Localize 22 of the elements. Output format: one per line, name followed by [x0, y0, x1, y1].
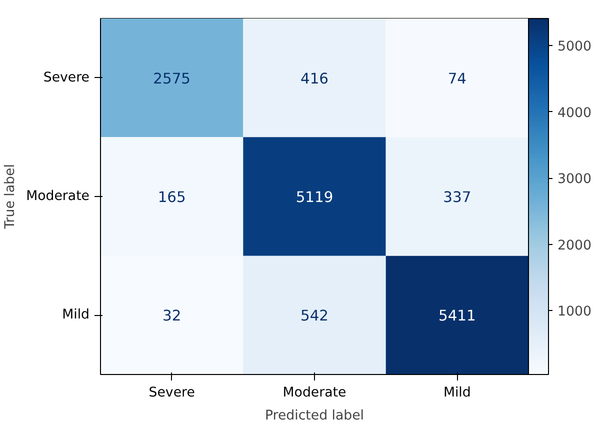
data-label: 416: [300, 70, 328, 88]
y-tick-label: Moderate: [26, 189, 90, 204]
y-tick-label: Mild: [62, 308, 90, 323]
data-label: 2575: [153, 70, 190, 88]
color-bar-label: 4000: [558, 106, 592, 121]
data-label: 337: [443, 189, 472, 206]
data-label: 165: [158, 189, 186, 206]
y-axis-title: True label: [3, 164, 18, 230]
data-label: 542: [300, 308, 328, 325]
data-label: 5411: [438, 308, 476, 325]
x-tick-label: Moderate: [282, 386, 346, 400]
data-label: 74: [448, 70, 466, 88]
color-bar-label: 1000: [558, 304, 592, 320]
y-tick-label: Severe: [43, 70, 90, 86]
data-label: 32: [162, 308, 182, 325]
x-tick-label: Severe: [148, 386, 195, 400]
color-bar-label: 5000: [558, 40, 592, 55]
color-bar-label: 3000: [558, 172, 592, 188]
x-axis-title: Predicted label: [264, 408, 364, 424]
x-tick-label: Mild: [443, 386, 471, 400]
color-bar-label: 2000: [558, 238, 592, 254]
data-label: 5119: [296, 189, 334, 206]
